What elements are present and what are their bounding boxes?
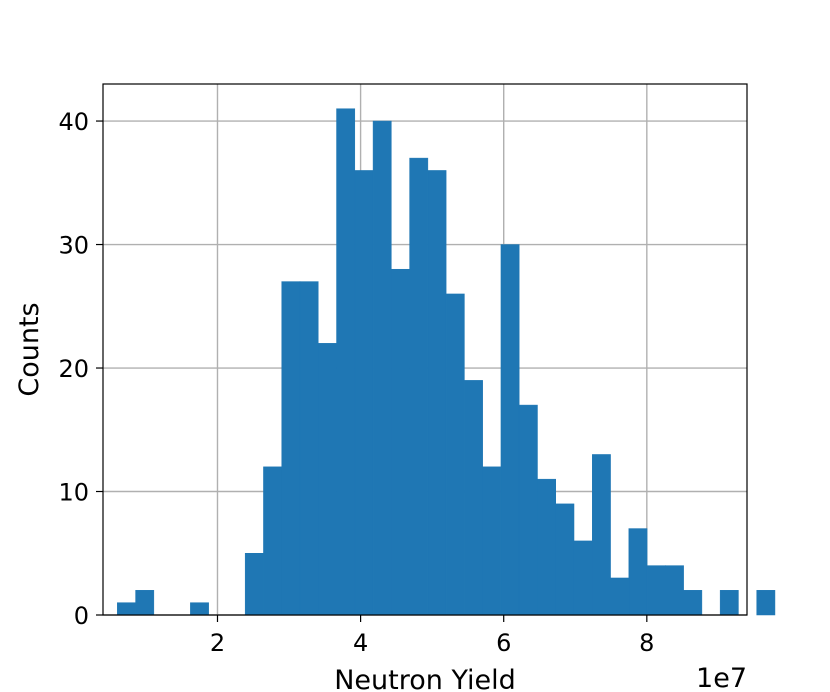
histogram-bar <box>646 565 666 616</box>
histogram-bar <box>372 120 392 616</box>
x-tick-label: 4 <box>353 629 368 657</box>
histogram-bar <box>117 602 136 616</box>
y-tick-label: 10 <box>58 479 89 507</box>
plot-frame <box>102 83 748 616</box>
histogram-bar <box>445 293 465 616</box>
y-tick-label: 40 <box>58 108 89 136</box>
histogram-bar <box>354 170 374 616</box>
x-tick-label: 6 <box>496 629 511 657</box>
histogram-bar <box>665 565 684 616</box>
histogram-bar <box>592 454 611 616</box>
histogram-bar <box>573 540 593 616</box>
histogram-bar <box>409 157 429 616</box>
histogram-bar <box>464 380 483 616</box>
histogram-bar <box>299 281 319 616</box>
histogram-bar <box>244 553 264 616</box>
x-axis-label: Neutron Yield <box>334 665 516 692</box>
x-tick-label: 2 <box>210 629 225 657</box>
histogram-bar <box>391 268 410 616</box>
histogram-bar <box>281 281 301 616</box>
histogram-bar <box>756 590 776 616</box>
histogram-bar <box>336 108 356 616</box>
histogram-bar <box>518 404 538 616</box>
histogram-bar <box>263 466 282 616</box>
histogram-bar <box>427 170 447 616</box>
histogram-bar <box>610 577 630 616</box>
axis-ticks: 2 4 6 8 0 10 20 30 40 <box>58 108 654 657</box>
x-axis-offset-label: 1e7 <box>696 663 747 692</box>
y-tick-label: 0 <box>74 602 89 630</box>
histogram-bar <box>318 343 337 616</box>
histogram-bar <box>482 466 502 616</box>
y-tick-label: 30 <box>58 232 89 260</box>
histogram-bar <box>190 602 209 616</box>
y-tick-label: 20 <box>58 355 89 383</box>
histogram-bar <box>719 590 739 616</box>
histogram-bar <box>500 244 520 616</box>
histogram-bar <box>628 528 648 616</box>
histogram-bar <box>135 590 155 616</box>
histogram-bar <box>555 503 575 616</box>
histogram-bar <box>537 478 556 616</box>
histogram-bars <box>117 108 776 616</box>
y-axis-label: Counts <box>14 302 45 396</box>
x-tick-label: 8 <box>639 629 654 657</box>
histogram-bar <box>683 590 703 616</box>
